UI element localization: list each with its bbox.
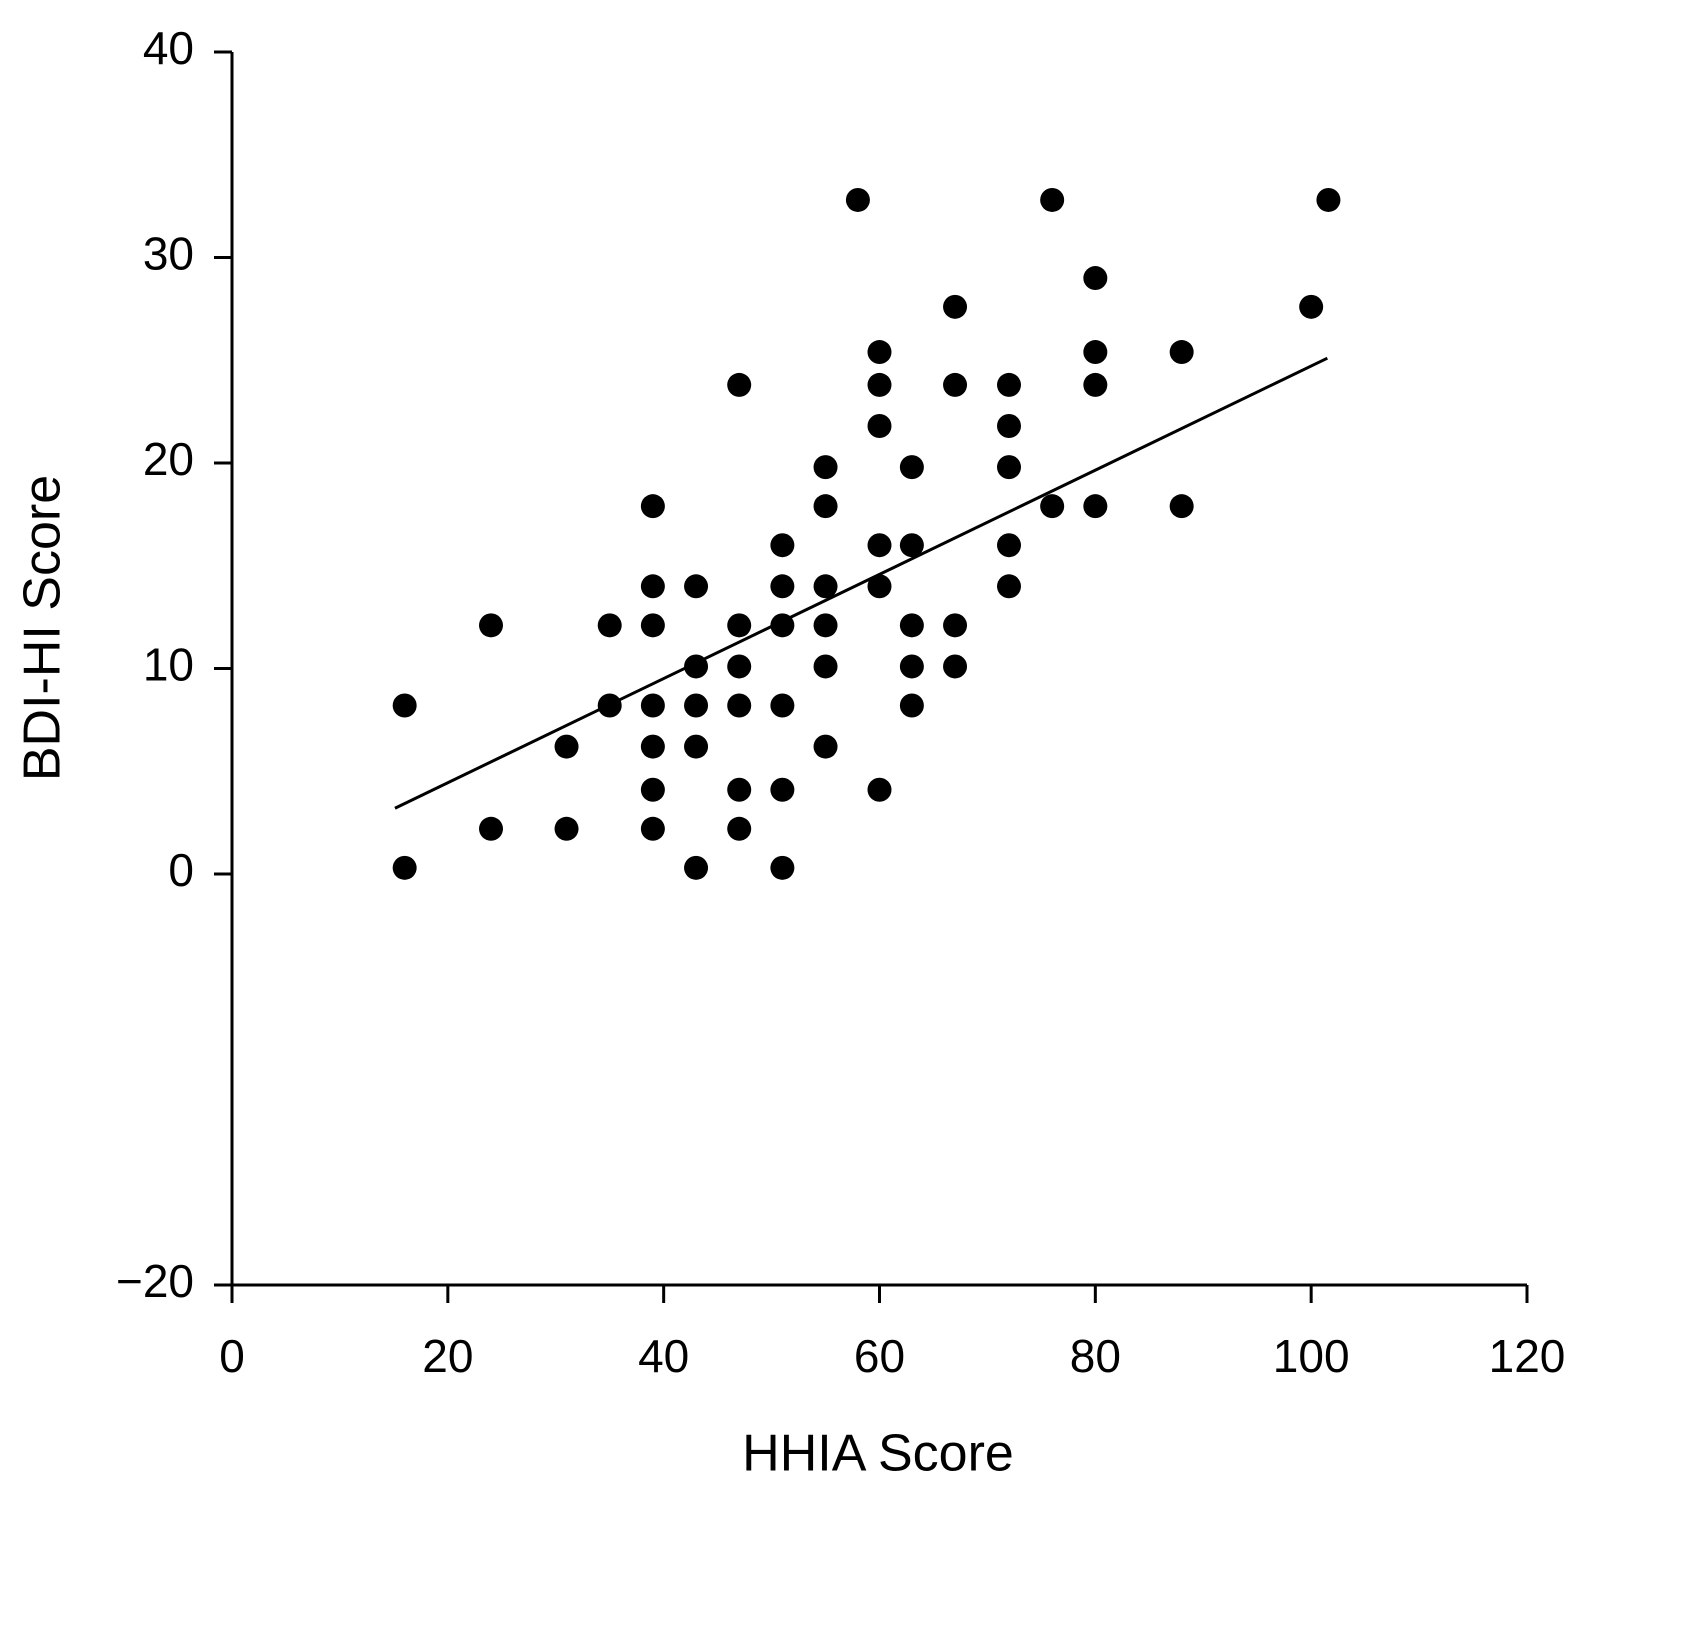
point [554,816,579,841]
point [899,455,924,480]
point [684,574,709,599]
point [943,294,968,319]
point [1169,340,1194,365]
y-axis-label: BDI-HI Score [14,475,72,781]
point [770,693,795,718]
point [640,777,665,802]
point [640,613,665,638]
point [997,414,1021,439]
point [640,693,665,718]
point [554,734,579,759]
point [899,654,924,679]
point [997,455,1021,480]
point [813,494,838,519]
point [727,372,752,397]
x-tick-label: 60 [854,1330,905,1382]
point [899,613,924,638]
point [597,693,622,718]
point [597,613,622,638]
point [1169,494,1194,519]
point [770,533,795,558]
point [1083,266,1108,291]
point [684,693,709,718]
point [684,654,709,679]
x-tick-label: 20 [422,1330,473,1382]
x-tick-label: 120 [1489,1330,1566,1382]
point [845,187,870,212]
point [770,574,795,599]
point [727,693,752,718]
point [684,855,709,880]
point [997,574,1021,599]
point [1083,340,1108,365]
point [727,777,752,802]
point [943,613,968,638]
point [943,372,968,397]
x-tick-label: 40 [638,1330,689,1382]
point [867,340,892,365]
point [867,777,892,802]
point [479,816,503,841]
point [392,855,417,880]
y-tick-label: 0 [168,844,194,896]
y-tick-label: −20 [116,1255,194,1307]
point [997,533,1021,558]
point [867,533,892,558]
point [727,613,752,638]
x-tick-label: 0 [219,1330,245,1382]
point [640,494,665,519]
trend-line [394,356,1329,810]
point [640,734,665,759]
point [1316,187,1341,212]
point [727,654,752,679]
point [943,654,968,679]
point [867,414,892,439]
point [813,613,838,638]
point [770,777,795,802]
point [1083,372,1108,397]
point [727,816,752,841]
point [684,734,709,759]
y-tick-label: 20 [143,433,194,485]
y-tick-label: 30 [143,228,194,280]
point [1040,187,1065,212]
point [867,372,892,397]
point [997,372,1021,397]
x-tick-label: 100 [1273,1330,1350,1382]
point [1299,294,1324,319]
x-tick-label: 80 [1070,1330,1121,1382]
point [813,574,838,599]
y-tick-label: 10 [143,639,194,691]
y-tick-label: 40 [143,22,194,74]
point [899,693,924,718]
point [813,654,838,679]
point [640,816,665,841]
point [640,574,665,599]
point [1040,494,1065,519]
point [867,574,892,599]
point [899,533,924,558]
point [770,613,795,638]
point [392,693,417,718]
point [813,455,838,480]
point [1083,494,1108,519]
x-axis-label: HHIA Score [742,1425,1014,1483]
point [813,734,838,759]
point [770,855,795,880]
point [479,613,503,638]
